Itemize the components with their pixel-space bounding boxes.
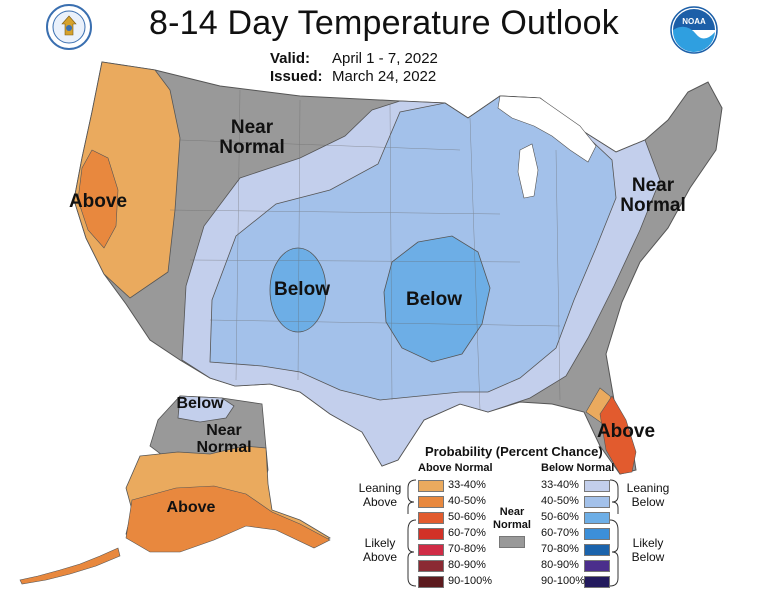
- florida-above-inner-region: [599, 395, 637, 475]
- label-below-rockies: Below: [274, 279, 330, 300]
- valid-label: Valid:: [270, 50, 311, 67]
- alaska-above-inner-region: [125, 485, 331, 553]
- legend-above-range-7: 90-100%: [448, 575, 493, 587]
- legend-below-range-4: 60-70%: [541, 527, 579, 539]
- lake-michigan: [517, 143, 539, 199]
- label-below-plains: Below: [406, 289, 462, 310]
- legend-above-swatch-6: [418, 560, 444, 572]
- legend-above-range-4: 60-70%: [448, 527, 486, 539]
- legend-title: Probability (Percent Chance): [425, 444, 603, 459]
- legend-below-swatch-5: [584, 544, 610, 556]
- legend-likely-above: Likely Above: [362, 536, 398, 564]
- legend-below-range-7: 90-100%: [541, 575, 586, 587]
- valid-value: April 1 - 7, 2022: [332, 50, 438, 67]
- legend-above-swatch-2: [418, 496, 444, 508]
- legend-above-swatch-4: [418, 528, 444, 540]
- label-near-normal-east: Near Normal: [620, 175, 686, 216]
- legend-leaning-above: Leaning Above: [358, 481, 402, 509]
- legend-below-range-6: 80-90%: [541, 559, 579, 571]
- aleutian-islands: [19, 547, 121, 585]
- label-above-florida: Above: [596, 421, 656, 442]
- dept-of-commerce-seal-icon[interactable]: [46, 4, 92, 50]
- noaa-logo-icon[interactable]: NOAA: [670, 6, 718, 54]
- legend-above-range-5: 70-80%: [448, 543, 486, 555]
- legend-below-range-3: 50-60%: [541, 511, 579, 523]
- page-title: 8-14 Day Temperature Outlook: [149, 4, 619, 42]
- legend-leaning-below: Leaning Below: [626, 481, 670, 509]
- plains-below-core-region: [383, 235, 491, 363]
- legend-below-swatch-1: [584, 480, 610, 492]
- valid-dates: Valid: April 1 - 7, 2022 Issued: March 24,…: [270, 50, 438, 86]
- legend-above-range-6: 80-90%: [448, 559, 486, 571]
- legend-below-range-2: 40-50%: [541, 495, 579, 507]
- legend-above-range-1: 33-40%: [448, 479, 486, 491]
- rockies-below-core-region: [269, 247, 327, 333]
- label-near-normal-west: Near Normal: [219, 117, 285, 158]
- issued-label: Issued:: [270, 68, 323, 85]
- alaska-leaning-below-region: [177, 395, 235, 423]
- legend-below-range-1: 33-40%: [541, 479, 579, 491]
- label-alaska-below: Below: [176, 395, 224, 412]
- issued-value: March 24, 2022: [332, 68, 437, 85]
- legend-below-header: Below Normal: [541, 462, 615, 474]
- legend-above-swatch-3: [418, 512, 444, 524]
- legend-below-brace: [609, 479, 619, 587]
- legend-below-range-5: 70-80%: [541, 543, 579, 555]
- legend-near-normal-label: Near Normal: [493, 506, 531, 531]
- legend-above-range-3: 50-60%: [448, 511, 486, 523]
- legend-likely-below: Likely Below: [631, 536, 665, 564]
- noaa-logo-text: NOAA: [682, 17, 706, 26]
- legend-below-swatch-4: [584, 528, 610, 540]
- legend-above-header: Above Normal: [418, 462, 493, 474]
- west-coast-above-inner-region: [77, 149, 119, 249]
- state-lines: [169, 89, 561, 411]
- legend-below-swatch-7: [584, 576, 610, 588]
- legend-above-range-2: 40-50%: [448, 495, 486, 507]
- legend-below-swatch-3: [584, 512, 610, 524]
- legend-below-swatch-6: [584, 560, 610, 572]
- legend-above-brace: [407, 479, 417, 587]
- legend-below-swatch-2: [584, 496, 610, 508]
- legend-above-swatch-7: [418, 576, 444, 588]
- legend-above-swatch-1: [418, 480, 444, 492]
- great-lakes: [497, 95, 597, 163]
- label-alaska-near-normal: Near Normal: [196, 422, 252, 456]
- label-alaska-above: Above: [166, 499, 216, 516]
- label-above-west: Above: [68, 191, 128, 212]
- legend-above-swatch-5: [418, 544, 444, 556]
- legend-near-normal-swatch: [499, 536, 525, 548]
